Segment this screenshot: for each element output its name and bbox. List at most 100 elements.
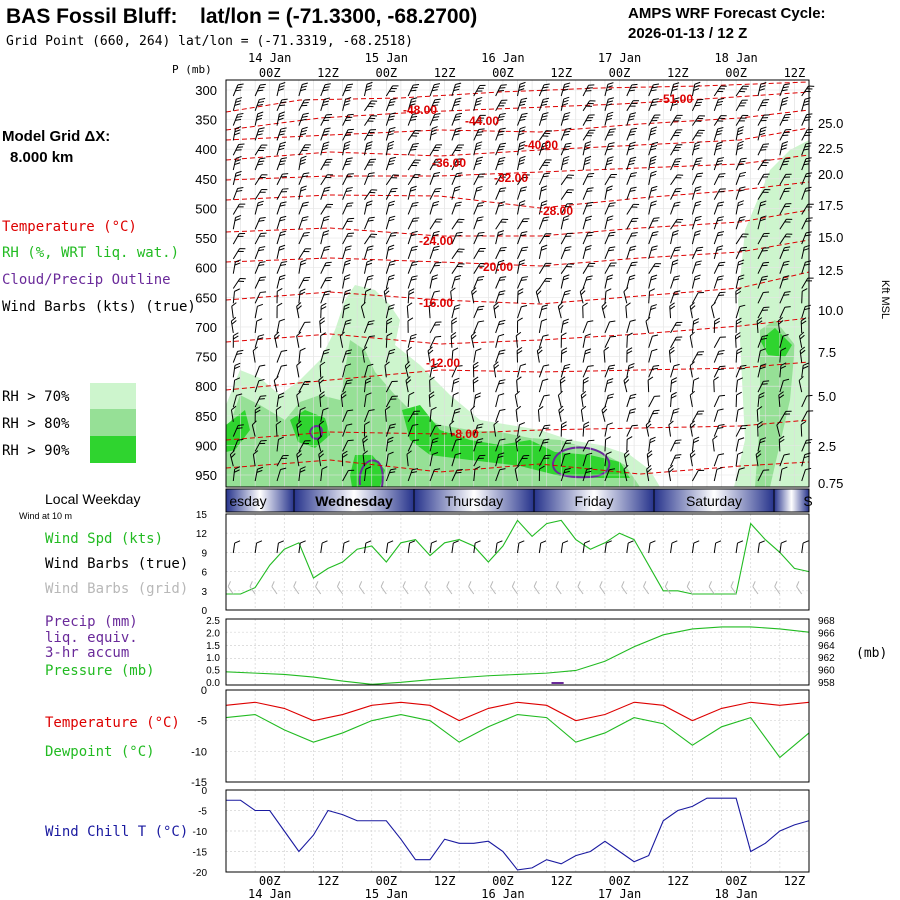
wind-barb xyxy=(603,346,609,363)
wind-barb xyxy=(645,420,652,437)
wind-barb xyxy=(298,232,310,245)
wind-barb xyxy=(473,185,483,200)
wind-barb xyxy=(473,96,483,111)
wind-barb xyxy=(713,261,726,274)
surface-wind-barb xyxy=(276,540,284,554)
wind-barb xyxy=(406,450,412,467)
wind-barb xyxy=(756,406,763,422)
wind-barb xyxy=(582,348,592,363)
pressure-ytick: 964 xyxy=(818,641,835,652)
wind-barb xyxy=(734,332,741,348)
precip-ytick: 2.5 xyxy=(206,616,220,627)
wind-barb xyxy=(231,302,237,319)
wind-barb xyxy=(363,377,372,393)
surface-wind-barb xyxy=(320,540,328,554)
wind-barb xyxy=(254,232,267,245)
wind-barb xyxy=(517,259,526,274)
wind-barb xyxy=(757,99,770,112)
wind-barb xyxy=(407,260,419,274)
wind-barb xyxy=(385,380,398,393)
top-tick-label: 12Z xyxy=(784,66,806,80)
legend-rh80: RH > 80% xyxy=(2,416,70,432)
wind-barb xyxy=(538,233,552,245)
wind-barb xyxy=(342,128,354,141)
wind-10m-label: Wind at 10 m xyxy=(19,511,72,521)
wind-barb xyxy=(604,364,616,378)
top-tick-label: 00Z xyxy=(375,66,397,80)
wind-barb xyxy=(582,452,593,467)
wind-barb xyxy=(648,231,659,245)
wind-barb xyxy=(385,304,395,319)
top-tick-label: 00Z xyxy=(259,66,281,80)
bottom-tick-label: 12Z xyxy=(667,874,689,888)
pressure-level-label: 950 xyxy=(195,468,217,483)
wind-barb xyxy=(407,468,419,482)
isotherm-labels: -48.00 -44.00 -40.00 -36.00 -32.00 -28.00 -24.… xyxy=(403,92,693,441)
wind-barb xyxy=(538,424,551,437)
wind-barb xyxy=(735,317,742,333)
wind-barb xyxy=(429,230,440,245)
isotherm-label: -32.00 xyxy=(494,171,528,185)
wind-barb xyxy=(604,378,614,393)
wind-ytick: 6 xyxy=(201,568,207,579)
pressure-ytick: 958 xyxy=(818,678,835,689)
wind-barb xyxy=(342,187,353,200)
wind-barb xyxy=(779,128,792,141)
pressure-level-label: 500 xyxy=(195,201,217,216)
cloud-outline-2 xyxy=(358,459,384,488)
wind-barb xyxy=(232,97,243,111)
pressure-ytick: 962 xyxy=(818,653,835,664)
wind-barb xyxy=(429,200,440,215)
wind-barb xyxy=(560,332,567,348)
wind-barb xyxy=(779,410,792,423)
height-kft-labels: 25.0 22.5 20.0 17.5 15.0 12.5 10.0 7.5 5.0 2.5 0.7… xyxy=(818,116,843,491)
wind-barb xyxy=(471,287,477,304)
wind-barb xyxy=(801,362,809,378)
wind-barb xyxy=(757,82,767,97)
wind-barb xyxy=(517,186,527,200)
wind-barb xyxy=(298,82,308,97)
weekday-cell xyxy=(294,489,414,512)
wind-barb xyxy=(320,348,330,363)
wind-barb xyxy=(604,246,616,260)
weekday-frame xyxy=(225,488,810,513)
wind-barb xyxy=(254,216,266,230)
pressure-ytick: 960 xyxy=(818,666,835,677)
wind-barb xyxy=(689,450,696,467)
isotherm xyxy=(225,271,810,305)
wind-barb xyxy=(232,233,246,245)
wind-barb xyxy=(429,424,442,437)
wind-barb xyxy=(538,185,548,200)
wind-barb xyxy=(538,112,549,126)
wind-barb xyxy=(582,215,592,230)
weekday-label: esday xyxy=(229,493,266,509)
wind-barb xyxy=(670,290,681,304)
wind-barb xyxy=(383,287,390,304)
precip-ytick: 1.0 xyxy=(206,653,220,664)
wind-barb xyxy=(428,302,435,319)
wind-barb xyxy=(276,201,287,215)
wind-barb xyxy=(364,129,377,141)
weekday-cell xyxy=(534,489,654,512)
kft-label: 7.5 xyxy=(818,345,836,360)
surface-wind-barb xyxy=(232,540,241,554)
wind-barb xyxy=(407,217,420,230)
top-tick-label: 12Z xyxy=(550,66,572,80)
wind-barb xyxy=(429,321,442,334)
wind-barb xyxy=(276,127,287,141)
surface-wind-barb xyxy=(429,540,438,554)
wind-barb xyxy=(385,98,397,111)
wind-barb xyxy=(582,155,592,171)
wind-barb xyxy=(342,173,354,186)
wind-barb xyxy=(495,393,505,408)
wind-barb xyxy=(604,274,614,289)
wind-barb xyxy=(648,185,658,200)
pressure-level-label: 600 xyxy=(195,261,217,276)
kft-label: 17.5 xyxy=(818,198,843,213)
wind-barb xyxy=(647,376,654,393)
wind-barb xyxy=(451,185,461,200)
wind-barb xyxy=(779,157,791,171)
surface-wind-barb xyxy=(713,540,722,554)
wind-barb xyxy=(385,451,394,467)
isotherm xyxy=(225,317,810,345)
